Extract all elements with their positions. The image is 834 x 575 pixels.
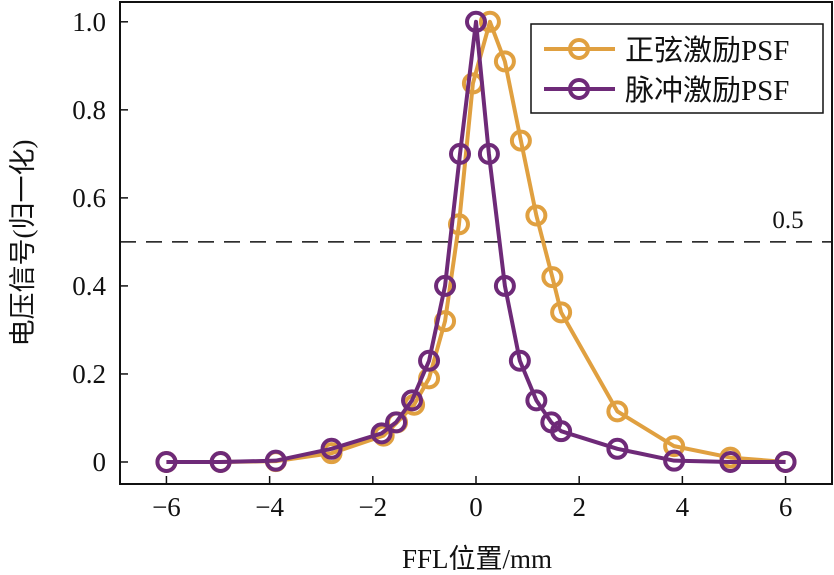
data-point	[508, 349, 531, 372]
data-point	[401, 389, 424, 412]
data-point	[385, 411, 408, 434]
x-tick-label: 4	[676, 492, 690, 522]
data-point	[447, 213, 470, 236]
x-tick-label: 0	[469, 492, 483, 522]
data-point	[493, 50, 516, 73]
data-point	[541, 266, 564, 289]
series-line	[166, 19, 786, 464]
data-point	[320, 437, 343, 460]
legend: 正弦激励PSF 脉冲激励PSF	[530, 23, 824, 114]
data-point	[493, 274, 516, 297]
x-tick-label: 6	[779, 492, 793, 522]
data-point	[477, 142, 500, 165]
series-line	[166, 19, 786, 464]
x-tick-label: −6	[152, 492, 181, 522]
data-point	[550, 301, 573, 324]
legend-marker-sine	[568, 38, 590, 60]
y-tick-label: 0.8	[72, 95, 106, 125]
data-point	[465, 10, 487, 33]
y-tick-label: 0.6	[72, 183, 106, 213]
data-point	[370, 422, 393, 445]
legend-marker-pulse	[568, 78, 590, 100]
data-point	[418, 349, 441, 372]
data-point	[525, 204, 548, 227]
data-point	[264, 449, 287, 472]
data-point	[478, 10, 501, 33]
y-tick-label: 0	[93, 447, 107, 477]
data-point	[719, 450, 742, 473]
y-tick-label: 0.2	[72, 359, 106, 389]
data-point	[606, 400, 629, 423]
legend-label-sine: 正弦激励PSF	[625, 34, 789, 67]
data-point	[663, 435, 686, 458]
data-point	[449, 142, 472, 165]
x-tick-label: −2	[358, 492, 387, 522]
data-point	[509, 129, 532, 152]
data-point	[774, 450, 797, 473]
data-point	[550, 420, 573, 443]
x-axis-label: FFL位置/mm	[402, 544, 552, 574]
reference-line-label: 0.5	[772, 207, 803, 234]
data-point	[434, 274, 457, 297]
series-pulse	[155, 10, 797, 473]
y-tick-label: 1.0	[72, 7, 106, 37]
data-point	[525, 389, 548, 412]
data-point	[209, 450, 232, 473]
data-point	[155, 450, 178, 473]
data-point	[606, 437, 629, 460]
y-axis-label: 电压信号(归一化)	[8, 140, 38, 347]
legend-label-pulse: 脉冲激励PSF	[625, 74, 789, 107]
x-tick-label: 2	[572, 492, 586, 522]
x-tick-label: −4	[255, 492, 284, 522]
y-tick-label: 0.4	[72, 271, 106, 301]
data-point	[663, 449, 686, 472]
